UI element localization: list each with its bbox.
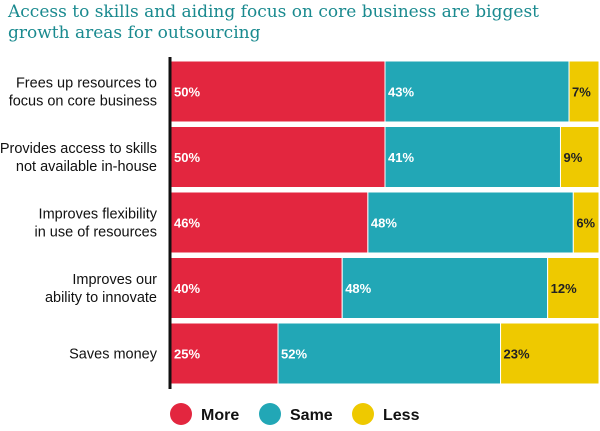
- bar-more-2: [170, 191, 369, 254]
- bar-less-4: [500, 322, 600, 385]
- data-label-same-3: 48%: [345, 281, 371, 296]
- category-label-2-line-1: in use of resources: [34, 225, 157, 241]
- data-label-same-2: 48%: [371, 216, 397, 231]
- legend-swatch-less: [352, 403, 374, 425]
- legend: More Same Less: [170, 403, 420, 425]
- data-label-less-2: 6%: [576, 216, 595, 231]
- data-label-less-3: 12%: [551, 281, 577, 296]
- category-label-1-line-1: not available in-house: [16, 159, 157, 175]
- bars-layer: 50% 43% 7% 50% 41% 9% 46% 48% 6% 40% 48% 12% 25% 52% 2…: [170, 60, 600, 385]
- bar-less-2: [572, 191, 600, 254]
- bar-more-1: [170, 126, 386, 188]
- data-label-more-1: 50%: [174, 150, 200, 165]
- bar-less-3: [547, 257, 600, 319]
- legend-label-more: More: [201, 407, 239, 424]
- bar-same-0: [384, 60, 570, 123]
- data-label-same-1: 41%: [388, 150, 414, 165]
- bar-more-4: [170, 322, 279, 385]
- legend-label-same: Same: [290, 407, 333, 424]
- bar-same-1: [384, 126, 561, 188]
- category-label-1-line-0: Provides access to skills: [0, 141, 157, 157]
- data-label-less-1: 9%: [563, 150, 582, 165]
- legend-swatch-same: [259, 403, 281, 425]
- category-labels: Frees up resources to focus on core busin…: [0, 76, 158, 363]
- category-label-4-line-0: Saves money: [69, 347, 158, 363]
- legend-swatch-more: [170, 403, 192, 425]
- bar-same-3: [341, 257, 549, 319]
- data-label-same-0: 43%: [388, 85, 414, 100]
- data-label-more-2: 46%: [174, 216, 200, 231]
- bar-more-0: [170, 60, 386, 123]
- chart-title: Access to skills and aiding focus on cor…: [8, 2, 540, 43]
- category-label-2-line-0: Improves flexibility: [39, 207, 158, 223]
- category-label-0-line-1: focus on core business: [9, 94, 157, 110]
- bar-less-0: [568, 60, 600, 123]
- bar-less-1: [559, 126, 600, 188]
- data-label-more-0: 50%: [174, 85, 200, 100]
- data-label-less-4: 23%: [504, 347, 530, 362]
- data-label-more-3: 40%: [174, 281, 200, 296]
- data-label-more-4: 25%: [174, 347, 200, 362]
- bar-same-2: [367, 191, 574, 254]
- bar-more-3: [170, 257, 343, 319]
- data-label-same-4: 52%: [281, 347, 307, 362]
- bar-same-4: [277, 322, 502, 385]
- category-label-3-line-0: Improves our: [72, 272, 157, 288]
- data-label-less-0: 7%: [572, 85, 591, 100]
- category-label-0-line-0: Frees up resources to: [16, 76, 157, 92]
- category-label-3-line-1: ability to innovate: [45, 290, 157, 306]
- legend-label-less: Less: [383, 407, 420, 424]
